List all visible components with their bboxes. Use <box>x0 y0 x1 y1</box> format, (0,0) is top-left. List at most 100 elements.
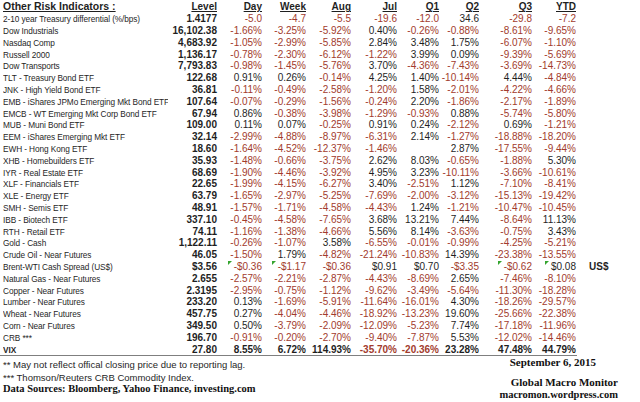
cell-week: -4.7 <box>263 13 307 25</box>
cell-q2: 0.09% <box>440 48 480 60</box>
cell-q1: -8.69% <box>398 272 440 284</box>
cell-jul: -6.31% <box>352 131 398 143</box>
cell-ytd: -13.55% <box>533 249 577 261</box>
row-suffix <box>577 178 640 190</box>
table-row: RTH - Retail ETF74.11-1.16%-1.38%-4.66%5… <box>0 225 640 237</box>
cell-ytd: -10.45% <box>533 202 577 214</box>
report-date: September 6, 2015 <box>510 356 596 368</box>
cell-q2: -1.27% <box>440 131 480 143</box>
table-row: EWH - Hong Kong ETF18.60-1.64%-4.52%-12.… <box>0 143 640 155</box>
cell-level: 457.75 <box>168 308 218 320</box>
cell-ytd: -14.73% <box>533 60 577 72</box>
table-row: Nasdaq Comp4,683.92-1.05%-2.99%-5.85%2.8… <box>0 36 640 48</box>
table-row: Dow Industrials16,102.38-1.66%-3.25%-5.9… <box>0 25 640 37</box>
cell-flag-icon <box>498 261 502 265</box>
column-header-spacer <box>577 1 640 13</box>
cell-aug: -4.58% <box>307 202 352 214</box>
cell-jul: -35.70% <box>352 343 398 355</box>
row-suffix <box>577 95 640 107</box>
cell-q2: -7.43% <box>440 60 480 72</box>
table-row: JNK - High Yield Bond ETF36.81-0.11%-0.4… <box>0 84 640 96</box>
cell-jul: 3.40% <box>352 178 398 190</box>
cell-jul: $0.91 <box>352 261 398 273</box>
cell-q2: -10.11% <box>440 166 480 178</box>
cell-day: -0.11% <box>218 84 263 96</box>
cell-ytd: -29.57% <box>533 296 577 308</box>
cell-level: 7,793.83 <box>168 60 218 72</box>
cell-ytd: -10.61% <box>533 166 577 178</box>
cell-q1: -13.23% <box>398 308 440 320</box>
cell-q3: -17.55% <box>480 143 533 155</box>
cell-level: $3.56 <box>168 261 218 273</box>
cell-q1: -2.51% <box>398 178 440 190</box>
cell-flag-icon <box>228 261 232 265</box>
indicator-name: XHB - Homebuilders ETF <box>0 154 168 166</box>
cell-q3: -4.22% <box>480 84 533 96</box>
cell-level: 27.80 <box>168 343 218 355</box>
table-row: XLF - Financials ETF22.65-1.99%-4.15%-6.… <box>0 178 640 190</box>
indicator-name: 2-10 year Treasury differential (%/bps) <box>0 13 168 25</box>
cell-jul: 0.91% <box>352 119 398 131</box>
table-row: Crude Oil - Near Futures46.05-1.50%1.79%… <box>0 249 640 261</box>
cell-q1: -16.01% <box>398 296 440 308</box>
table-row: EEM - iShares Emerging Mkt ETF32.14-2.99… <box>0 131 640 143</box>
cell-aug: -0.14% <box>307 72 352 84</box>
cell-level: 1,136.17 <box>168 48 218 60</box>
indicator-name: MUB - Muni Bond ETF <box>0 119 168 131</box>
row-suffix <box>577 36 640 48</box>
cell-aug: -5.91% <box>307 296 352 308</box>
indicator-name: EMB - iShares JPMo Emerging Mkt Bond ETF <box>0 95 168 107</box>
cell-aug: -3.98% <box>307 107 352 119</box>
publisher-block: Global Macro Monitor macromon.wordpress.… <box>499 376 618 401</box>
cell-q3: -3.69% <box>480 60 533 72</box>
cell-jul: -12.09% <box>352 320 398 332</box>
cell-q1: 8.14% <box>398 225 440 237</box>
indicator-name: Corn - Near Futures <box>0 320 168 332</box>
cell-q3: -7.10% <box>480 178 533 190</box>
cell-jul: 4.25% <box>352 72 398 84</box>
table-row: EMCB - WT Emerging Mkt Corp Bond ETF67.9… <box>0 107 640 119</box>
row-suffix <box>577 190 640 202</box>
cell-week: 0.26% <box>263 72 307 84</box>
row-suffix <box>577 296 640 308</box>
cell-level: 46.05 <box>168 249 218 261</box>
cell-day: -1.90% <box>218 166 263 178</box>
row-suffix <box>577 72 640 84</box>
cell-day: -0.07% <box>218 95 263 107</box>
table-row: CRB ***196.70-0.91%-0.20%-2.70%-9.40%-7.… <box>0 331 640 343</box>
cell-jul: -4.43% <box>352 202 398 214</box>
table-header-row: Other Risk Indicators : Level Day Week A… <box>0 1 640 13</box>
cell-week: -4.04% <box>263 308 307 320</box>
cell-q1: -20.36% <box>398 343 440 355</box>
cell-q3: -11.30% <box>480 284 533 296</box>
cell-aug: 114.93% <box>307 343 352 355</box>
cell-day: -1.64% <box>218 143 263 155</box>
cell-jul: 2.62% <box>352 154 398 166</box>
cell-jul: -0.24% <box>352 95 398 107</box>
indicator-name: SMH - Semis ETF <box>0 202 168 214</box>
cell-q1: -2.00% <box>398 190 440 202</box>
cell-week: -0.49% <box>263 84 307 96</box>
cell-level: 18.60 <box>168 143 218 155</box>
column-header-day: Day <box>218 1 263 13</box>
cell-q3: -25.66% <box>480 308 533 320</box>
cell-q1: -4.36% <box>398 60 440 72</box>
cell-q3: -3.66% <box>480 166 533 178</box>
cell-week: -1.38% <box>263 225 307 237</box>
table-title: Other Risk Indicators : <box>0 1 168 13</box>
cell-level: 196.70 <box>168 331 218 343</box>
cell-q1: -3.49% <box>398 284 440 296</box>
cell-aug: -$0.36 <box>307 261 352 273</box>
row-suffix <box>577 272 640 284</box>
cell-q3: -4.25% <box>480 237 533 249</box>
cell-ytd: -18.28% <box>533 284 577 296</box>
cell-week: -0.29% <box>263 95 307 107</box>
cell-q2: 1.12% <box>440 178 480 190</box>
cell-day: 8.55% <box>218 343 263 355</box>
cell-q3: -7.46% <box>480 272 533 284</box>
cell-aug: -6.27% <box>307 178 352 190</box>
cell-day: -1.66% <box>218 25 263 37</box>
footnote-crb-index: *** Thomson/Reuters CRB Commodity Index. <box>3 372 194 383</box>
cell-aug: -12.37% <box>307 143 352 155</box>
cell-day: -$0.36 <box>218 261 263 273</box>
